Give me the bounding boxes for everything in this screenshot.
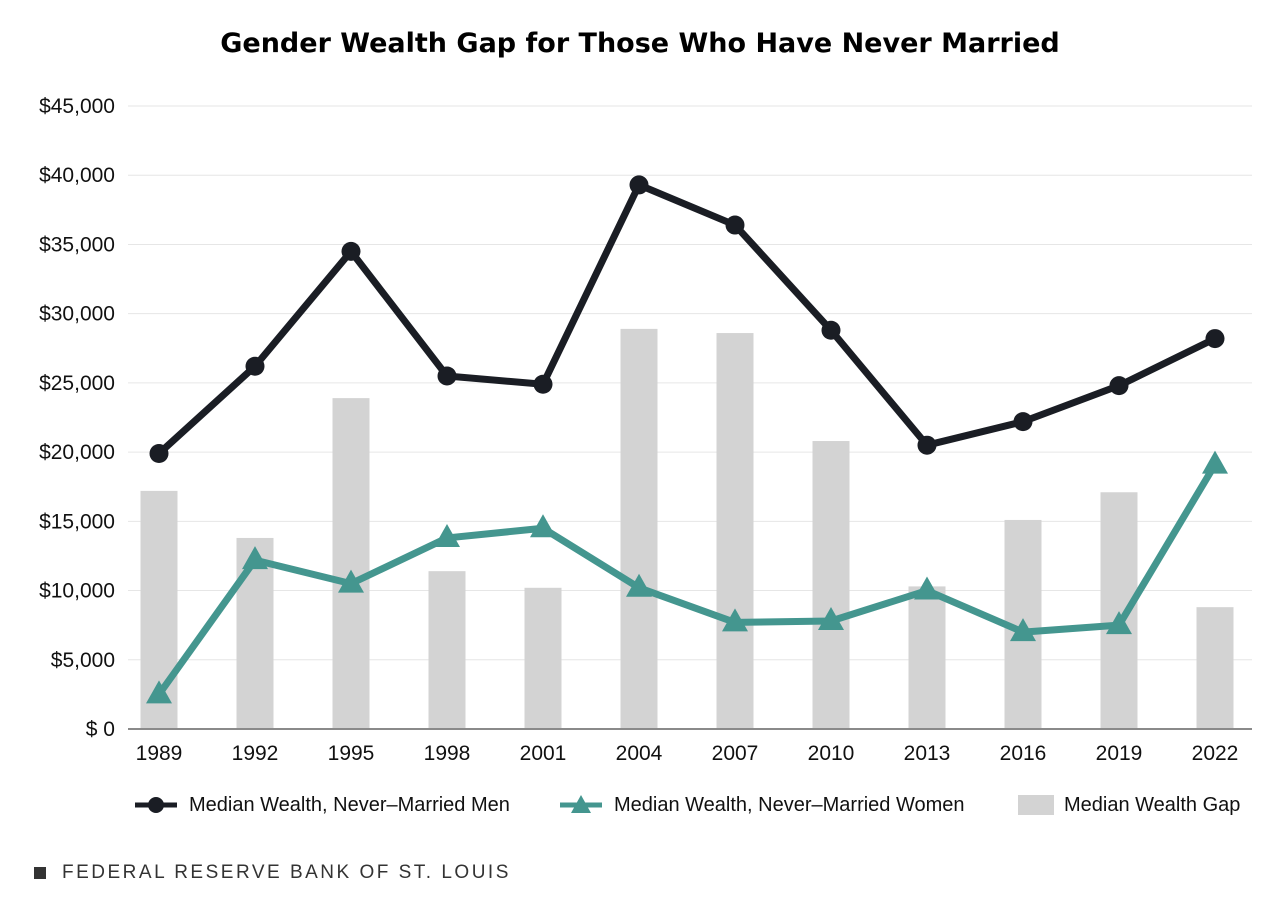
bar-series	[140, 328, 1234, 729]
women-point	[722, 608, 748, 632]
legend-swatch-men	[135, 797, 177, 813]
women-point	[1202, 450, 1228, 474]
footer-square-icon	[34, 867, 46, 879]
men-point	[629, 175, 649, 195]
men-point	[533, 374, 553, 394]
gap-bar	[524, 587, 562, 729]
y-tick-label: $35,000	[39, 233, 115, 256]
men-point	[821, 320, 841, 340]
legend-swatch-gap	[1018, 795, 1054, 815]
x-tick-label: 1995	[328, 742, 375, 765]
legend: Median Wealth, Never–Married Men Median …	[0, 788, 1280, 822]
men-line	[155, 181, 1219, 457]
legend-swatch-women	[560, 795, 602, 813]
men-point	[341, 241, 361, 261]
women-point	[338, 569, 364, 593]
gap-bar	[716, 333, 754, 729]
x-tick-label: 1989	[136, 742, 183, 765]
y-tick-label: $5,000	[51, 649, 115, 672]
x-tick-label: 1998	[424, 742, 471, 765]
men-point	[1109, 376, 1129, 396]
y-tick-label: $20,000	[39, 441, 115, 464]
legend-item-men: Median Wealth, Never–Married Men	[133, 788, 510, 822]
chart-plot: $ 0 $5,000 $10,000 $15,000 $20,000 $25,000 $30…	[39, 95, 1252, 765]
y-tick-label: $15,000	[39, 510, 115, 533]
women-point	[242, 546, 268, 570]
chart-title: Gender Wealth Gap for Those Who Have Nev…	[220, 28, 1060, 59]
x-tick-label: 1992	[232, 742, 279, 765]
men-point	[1013, 412, 1033, 432]
x-tick-label: 2001	[520, 742, 567, 765]
x-tick-label: 2019	[1096, 742, 1143, 765]
line-series	[146, 175, 1228, 704]
y-tick-label: $40,000	[39, 164, 115, 187]
men-point	[245, 356, 265, 376]
legend-item-women: Median Wealth, Never–Married Women	[558, 788, 965, 822]
x-axis-ticks: 1989 1992 1995 1998 2001 2004 2007 2010 2013 2016…	[136, 742, 1239, 765]
men-point	[1205, 329, 1225, 349]
men-point	[149, 443, 169, 463]
men-point	[725, 215, 745, 235]
gap-bar	[332, 398, 370, 729]
women-point	[434, 523, 460, 547]
y-tick-label: $ 0	[86, 718, 115, 741]
x-tick-label: 2016	[1000, 742, 1047, 765]
legend-label-men: Median Wealth, Never–Married Men	[189, 793, 510, 816]
legend-label-women: Median Wealth, Never–Married Women	[614, 793, 965, 816]
y-tick-label: $45,000	[39, 95, 115, 118]
y-tick-label: $10,000	[39, 580, 115, 603]
legend-label-gap: Median Wealth Gap	[1064, 793, 1241, 816]
women-point	[146, 680, 172, 704]
women-line	[155, 461, 1219, 698]
gap-bar	[620, 328, 658, 729]
gap-bar	[1196, 607, 1234, 729]
women-point	[914, 576, 940, 600]
women-point	[530, 514, 556, 538]
x-tick-label: 2022	[1192, 742, 1239, 765]
x-tick-label: 2007	[712, 742, 759, 765]
footer-source: FEDERAL RESERVE BANK OF ST. LOUIS	[62, 862, 511, 883]
women-point	[1106, 611, 1132, 635]
y-axis-ticks: $ 0 $5,000 $10,000 $15,000 $20,000 $25,000 $30…	[39, 95, 115, 741]
legend-item-gap: Median Wealth Gap	[1018, 788, 1240, 822]
y-tick-label: $30,000	[39, 303, 115, 326]
gap-bar	[812, 441, 850, 729]
gap-bar	[236, 537, 274, 729]
x-tick-label: 2004	[616, 742, 663, 765]
gap-bar	[428, 571, 466, 729]
women-point	[1010, 618, 1036, 642]
women-point	[626, 573, 652, 597]
grid-lines	[128, 105, 1252, 661]
women-point	[818, 607, 844, 631]
x-tick-label: 2013	[904, 742, 951, 765]
gap-bar	[908, 586, 946, 729]
gap-bar	[1100, 492, 1138, 729]
x-tick-label: 2010	[808, 742, 855, 765]
y-tick-label: $25,000	[39, 372, 115, 395]
men-point	[437, 366, 457, 386]
men-point	[917, 435, 937, 455]
footer: FEDERAL RESERVE BANK OF ST. LOUIS	[34, 862, 511, 884]
